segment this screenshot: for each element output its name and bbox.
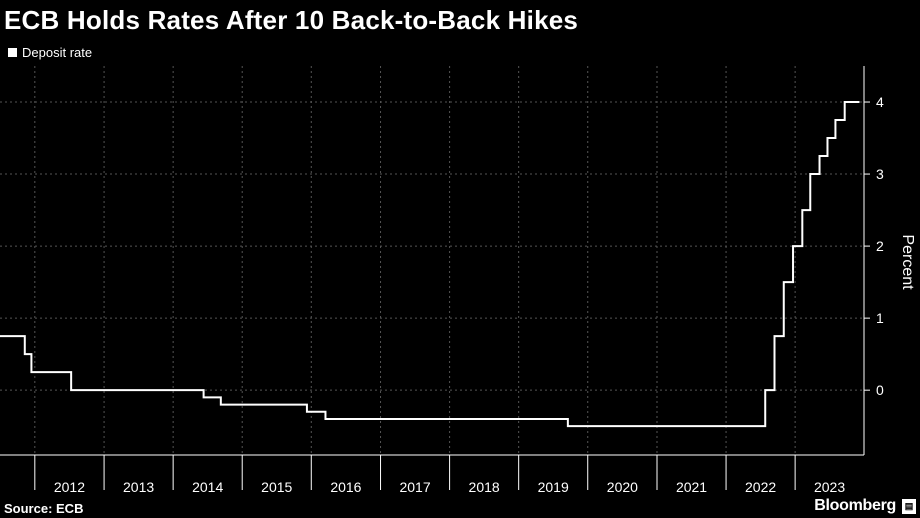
series	[0, 101, 860, 428]
brand-logo: Bloomberg ▤	[814, 497, 916, 515]
x-tick-label: 2022	[745, 479, 776, 495]
source-note: Source: ECB	[4, 501, 84, 516]
series-line-deposit-rate	[0, 101, 860, 428]
y-tick-label: 3	[876, 166, 884, 182]
x-tick-label: 2013	[123, 479, 154, 495]
chart-title: ECB Holds Rates After 10 Back-to-Back Hi…	[4, 5, 579, 35]
legend-label: Deposit rate	[22, 45, 93, 60]
x-tick-label: 2012	[54, 479, 85, 495]
y-tick-label: 2	[876, 238, 884, 254]
grid	[0, 66, 864, 455]
x-tick-label: 2023	[814, 479, 845, 495]
x-tick-label: 2017	[399, 479, 430, 495]
axes	[0, 66, 870, 490]
legend: Deposit rate	[8, 45, 92, 60]
x-tick-label: 2021	[676, 479, 707, 495]
y-tick-label: 4	[876, 94, 884, 110]
x-tick-label: 2018	[469, 479, 500, 495]
y-axis-label: Percent	[899, 234, 916, 290]
x-tick-label: 2016	[330, 479, 361, 495]
tick-labels: 0 1 2 3 4 2012 2013 2014 2015 2016 2017 2018 2019 202…	[54, 94, 884, 495]
y-tick-label: 0	[876, 382, 884, 398]
x-tick-label: 2019	[538, 479, 569, 495]
y-tick-label: 1	[876, 310, 884, 326]
x-tick-label: 2020	[607, 479, 638, 495]
x-tick-label: 2014	[192, 479, 223, 495]
brand-icon: ▤	[902, 498, 916, 514]
brand-name: Bloomberg	[814, 497, 896, 514]
x-tick-label: 2015	[261, 479, 292, 495]
legend-swatch	[8, 48, 17, 57]
